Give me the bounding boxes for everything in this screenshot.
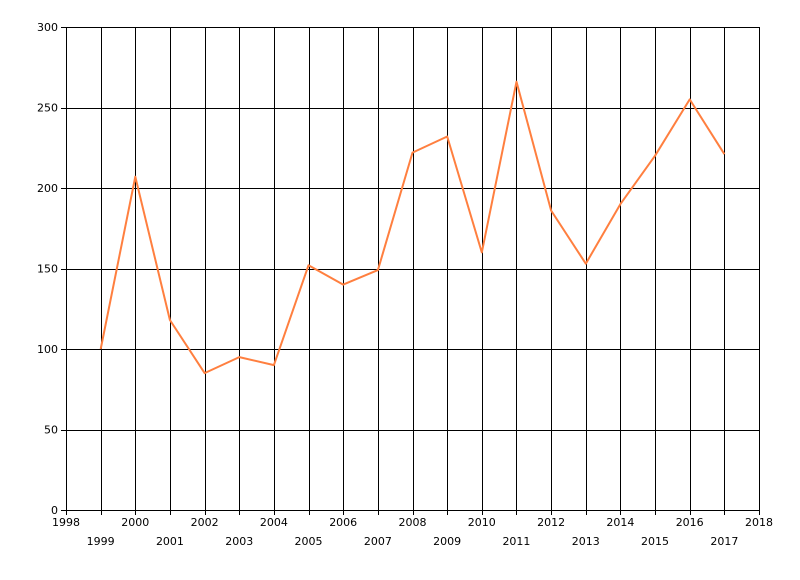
x-tick-label: 1998 [52, 516, 80, 529]
y-tick-label: 100 [37, 343, 58, 356]
x-tick-label: 2014 [606, 516, 634, 529]
x-tick-label: 2009 [433, 535, 461, 548]
axes [61, 27, 760, 515]
x-tick-label: 2012 [537, 516, 565, 529]
y-tick-label: 250 [37, 102, 58, 115]
x-tick-label: 2008 [399, 516, 427, 529]
x-tick-label: 2016 [676, 516, 704, 529]
x-tick-label: 2013 [572, 535, 600, 548]
x-tick-label: 2002 [191, 516, 219, 529]
x-tick-label: 2000 [121, 516, 149, 529]
x-tick-label: 2001 [156, 535, 184, 548]
x-tick-label: 2015 [641, 535, 669, 548]
series-line [99, 80, 726, 375]
x-tick-label: 1999 [87, 535, 115, 548]
x-tick-label: 2004 [260, 516, 288, 529]
x-tick-label: 2007 [364, 535, 392, 548]
x-tick-label: 2010 [468, 516, 496, 529]
x-tick-label: 2017 [710, 535, 738, 548]
series-layer [99, 80, 726, 375]
grid [66, 27, 760, 510]
tick-labels: 1998199920002001200220032004200520062007… [37, 21, 773, 548]
y-tick-label: 0 [51, 504, 58, 517]
x-tick-label: 2011 [502, 535, 530, 548]
x-tick-label: 2018 [745, 516, 773, 529]
y-tick-label: 150 [37, 263, 58, 276]
x-tick-label: 2005 [295, 535, 323, 548]
y-tick-label: 50 [44, 424, 58, 437]
x-tick-label: 2003 [225, 535, 253, 548]
y-tick-label: 300 [37, 21, 58, 34]
y-tick-label: 200 [37, 182, 58, 195]
x-tick-label: 2006 [329, 516, 357, 529]
